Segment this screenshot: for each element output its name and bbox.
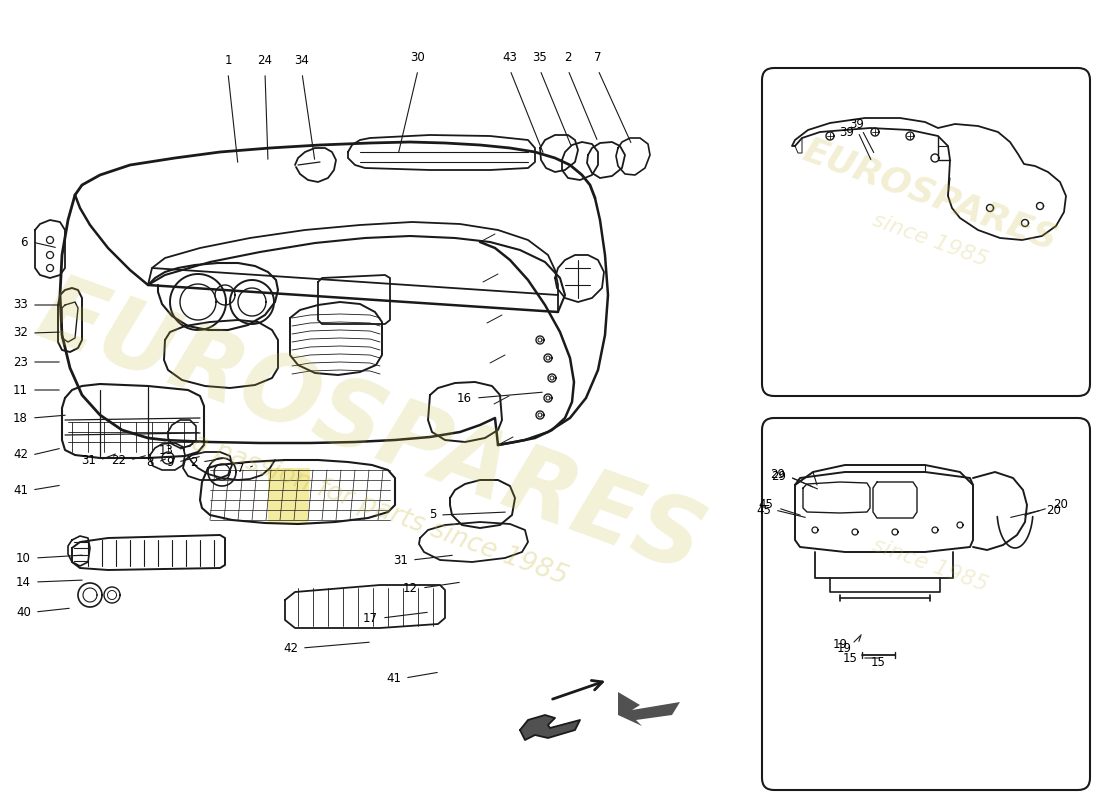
Text: 24: 24 <box>257 54 273 67</box>
Text: 34: 34 <box>295 54 309 67</box>
Text: 7: 7 <box>594 51 602 64</box>
Polygon shape <box>268 468 310 524</box>
Text: 41: 41 <box>13 483 28 497</box>
Text: 16: 16 <box>456 391 472 405</box>
Text: 18: 18 <box>13 411 28 425</box>
Text: 14: 14 <box>16 575 31 589</box>
Text: since 1985: since 1985 <box>869 535 990 595</box>
Text: 23: 23 <box>13 355 28 369</box>
Text: 32: 32 <box>13 326 28 339</box>
Text: 31: 31 <box>393 554 408 566</box>
Text: 1: 1 <box>224 54 232 67</box>
Text: 30: 30 <box>410 51 426 64</box>
Polygon shape <box>520 715 580 740</box>
Text: 19: 19 <box>833 638 848 650</box>
Polygon shape <box>618 692 680 726</box>
Text: 2: 2 <box>190 455 198 469</box>
Text: 20: 20 <box>1053 498 1068 511</box>
Text: 31: 31 <box>81 454 96 466</box>
Text: 40: 40 <box>16 606 31 618</box>
Text: a passion for parts since 1985: a passion for parts since 1985 <box>188 430 572 590</box>
Text: 42: 42 <box>13 449 28 462</box>
Text: 39: 39 <box>849 118 865 131</box>
Text: 42: 42 <box>283 642 298 654</box>
Text: 2: 2 <box>564 51 572 64</box>
Text: EUROSPARES: EUROSPARES <box>24 267 715 593</box>
Text: 29: 29 <box>770 467 785 481</box>
Text: 39: 39 <box>839 126 854 138</box>
Text: 45: 45 <box>756 503 771 517</box>
Text: 11: 11 <box>13 383 28 397</box>
Text: 15: 15 <box>870 655 886 669</box>
Text: 5: 5 <box>429 509 436 522</box>
Text: 29: 29 <box>771 470 786 483</box>
Text: 22: 22 <box>111 454 126 466</box>
Text: 33: 33 <box>13 298 28 311</box>
Text: EUROSPARES: EUROSPARES <box>799 133 1062 257</box>
Text: 8: 8 <box>146 455 154 469</box>
Text: 6: 6 <box>21 235 28 249</box>
Text: 45: 45 <box>758 498 773 511</box>
FancyBboxPatch shape <box>762 68 1090 396</box>
Text: 35: 35 <box>532 51 548 64</box>
Text: 13: 13 <box>160 443 174 457</box>
Text: 20: 20 <box>1046 503 1060 517</box>
Text: 12: 12 <box>403 582 418 594</box>
Text: 41: 41 <box>386 671 402 685</box>
Text: since 1985: since 1985 <box>869 210 990 270</box>
Text: 9: 9 <box>166 455 174 469</box>
Text: 19: 19 <box>837 642 852 654</box>
Text: 10: 10 <box>16 551 31 565</box>
Text: 7: 7 <box>236 462 244 474</box>
Text: 43: 43 <box>503 51 517 64</box>
Text: 15: 15 <box>843 651 858 665</box>
FancyBboxPatch shape <box>762 418 1090 790</box>
Text: 17: 17 <box>363 611 378 625</box>
